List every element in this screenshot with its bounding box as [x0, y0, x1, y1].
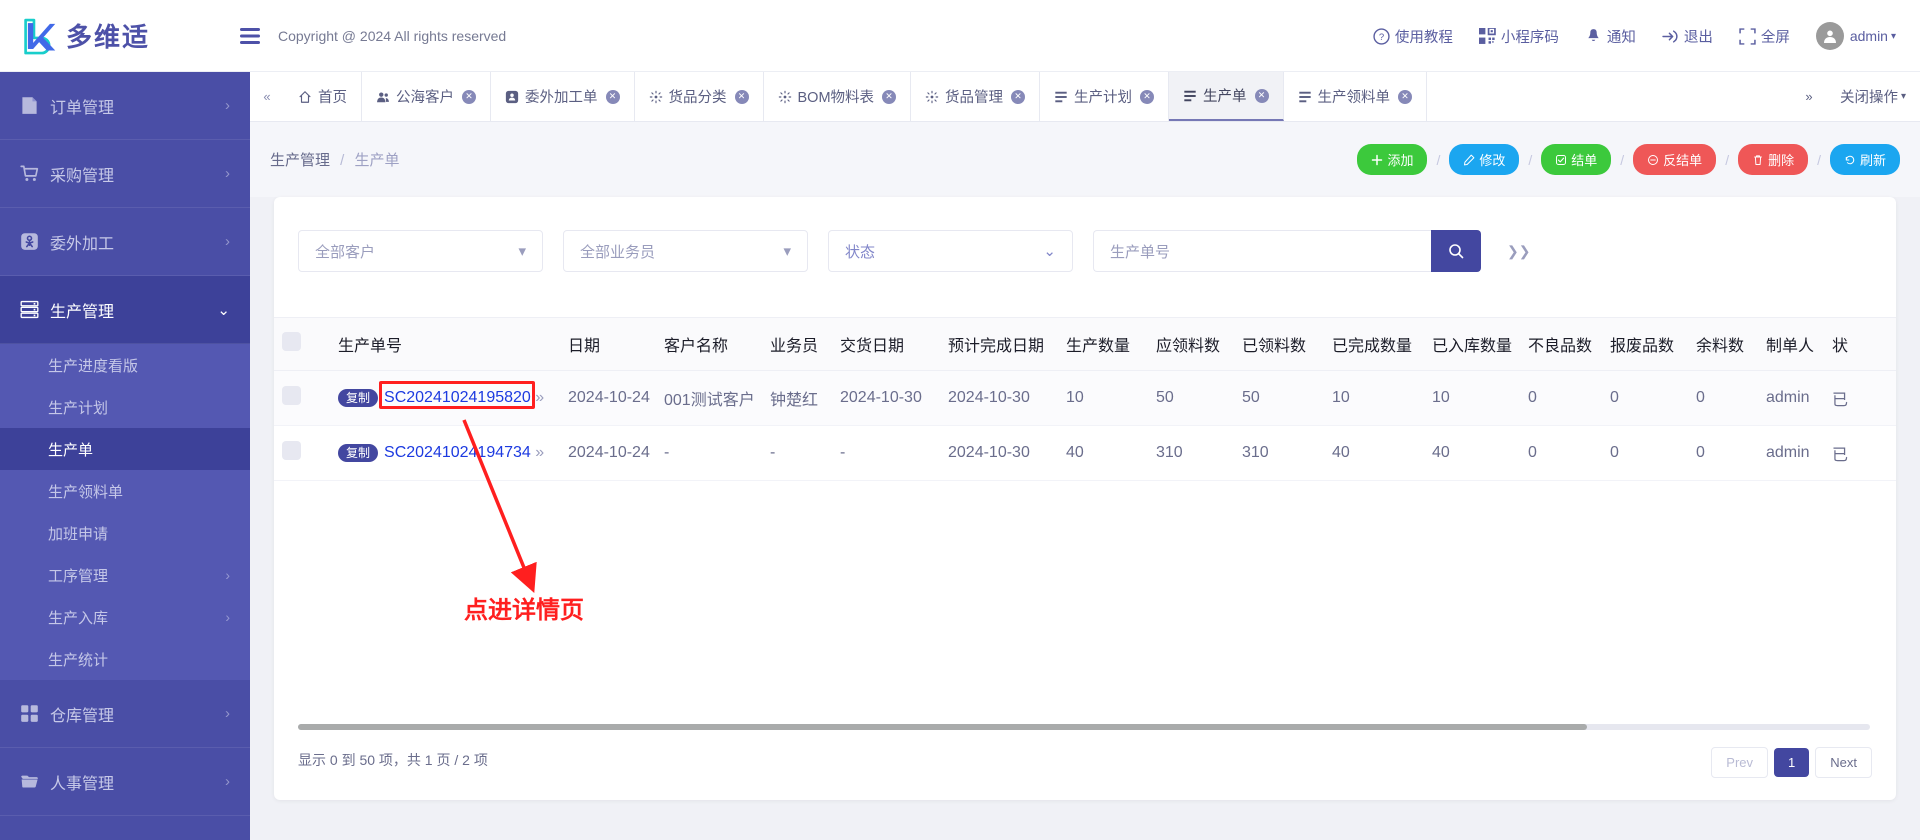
svg-text:?: ? [1379, 32, 1384, 43]
